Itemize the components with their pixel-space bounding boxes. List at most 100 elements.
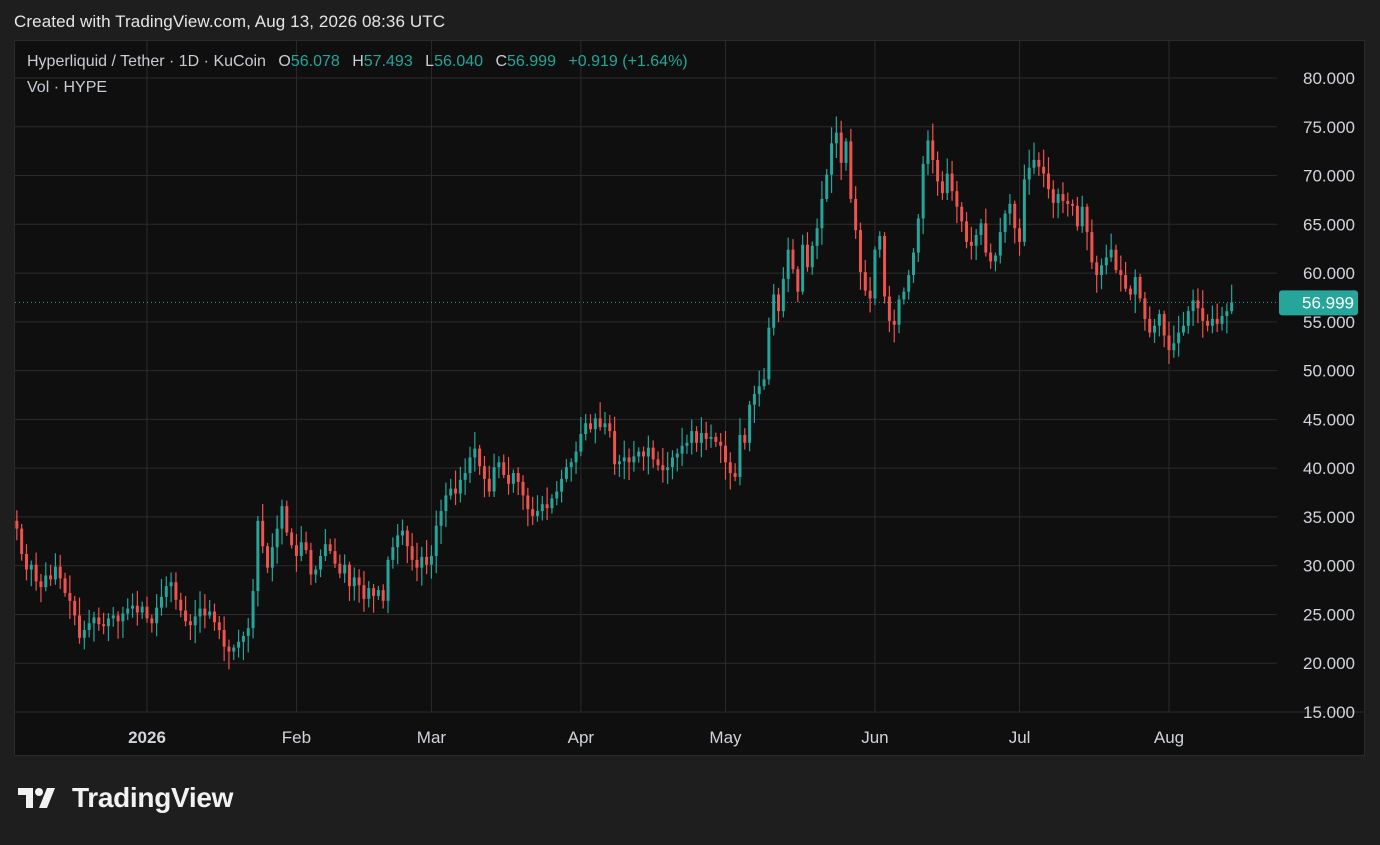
candle-body [1192,300,1195,311]
price-tick-label: 20.000 [1303,654,1355,673]
candle-down [546,487,549,520]
candle-up [738,418,741,485]
tradingview-logo[interactable]: TradingView [18,782,233,814]
candle-body [931,140,934,160]
candle-up [1033,142,1036,174]
candle-body [984,223,987,252]
candle-up [493,454,496,497]
price-tick-label: 50.000 [1303,362,1355,381]
candlestick-chart[interactable]: 80.000 75.000 70.000 65.000 60.000 55.000 50.0… [15,41,1364,755]
candle-down [305,532,308,554]
candle-down [652,440,655,467]
candle-body [671,457,674,467]
candle-down [806,232,809,272]
chart-panel[interactable]: 80.000 75.000 70.000 65.000 60.000 55.000 50.0… [14,40,1365,756]
candle-body [314,570,317,575]
high-value: 57.493 [364,53,413,70]
candle-body [367,588,370,599]
candle-body [387,560,390,601]
candle-down [97,608,100,631]
candle-up [396,524,399,564]
candle-body [276,529,279,548]
candle-down [78,598,81,644]
candle-body [676,454,679,458]
candle-down [951,161,954,201]
candle-body [285,506,288,532]
candle-up [555,481,558,505]
candle-body [449,489,452,496]
candle-down [864,260,867,296]
candle-up [550,494,553,513]
candle-body [772,295,775,328]
candle-up [570,458,573,481]
candle-down [382,584,385,608]
candle-up [107,613,110,641]
candle-down [1206,314,1209,331]
close-value: 56.999 [507,53,556,70]
candle-body [1105,257,1108,265]
candle-body [840,133,843,163]
price-tick-label: 70.000 [1303,167,1355,186]
candle-down [454,471,457,506]
candle-down [531,497,534,525]
candle-down [223,616,226,661]
candle-down [955,181,958,223]
candle-up [1225,303,1228,333]
candle-down [1114,245,1117,274]
candle-body [338,564,341,574]
candle-body [430,556,433,565]
candle-down [1119,256,1122,292]
candle-body [348,565,351,586]
price-tick-label: 80.000 [1303,69,1355,88]
candle-body [170,582,173,586]
candle-body [1033,160,1036,168]
candle-down [59,555,62,589]
candle-body [425,557,428,565]
candle-body [117,615,120,621]
candle-body [632,456,635,462]
candle-up [512,470,515,493]
candle-body [936,160,939,181]
candle-body [444,495,447,511]
candle-body [584,423,587,434]
candle-body [811,246,814,267]
candle-body [54,567,57,580]
candle-up [811,241,814,274]
candle-body [1119,270,1122,275]
candle-body [791,250,794,270]
candle-body [126,609,129,614]
candle-up [575,442,578,474]
change-value: +0.919 (+1.64%) [568,53,687,70]
candle-body [1114,250,1117,270]
candle-body [926,140,929,163]
candle-body [825,175,828,199]
candle-body [468,457,471,473]
candle-up [1211,305,1214,333]
time-tick-label: Aug [1154,728,1184,747]
candle-down [415,543,418,581]
candle-up [772,284,775,335]
candle-down [1129,285,1132,300]
candle-body [767,328,770,380]
candle-up [560,470,563,503]
time-tick-label: May [709,728,742,747]
candle-up [565,459,568,482]
candle-body [1172,343,1175,350]
candle-body [1057,194,1060,203]
candle-up [584,414,587,440]
candle-body [497,462,500,467]
candle-down [507,457,510,495]
candle-up [763,368,766,390]
candle-body [782,279,785,311]
candle-up [690,419,693,454]
candle-body [661,465,664,470]
candle-up [30,561,33,587]
candle-down [1076,197,1079,231]
candle-up [579,417,582,456]
candle-body [1028,168,1031,180]
candle-body [208,612,211,616]
candle-up [468,447,471,483]
candle-body [88,623,91,630]
candle-down [1095,256,1098,293]
candle-body [261,521,264,546]
